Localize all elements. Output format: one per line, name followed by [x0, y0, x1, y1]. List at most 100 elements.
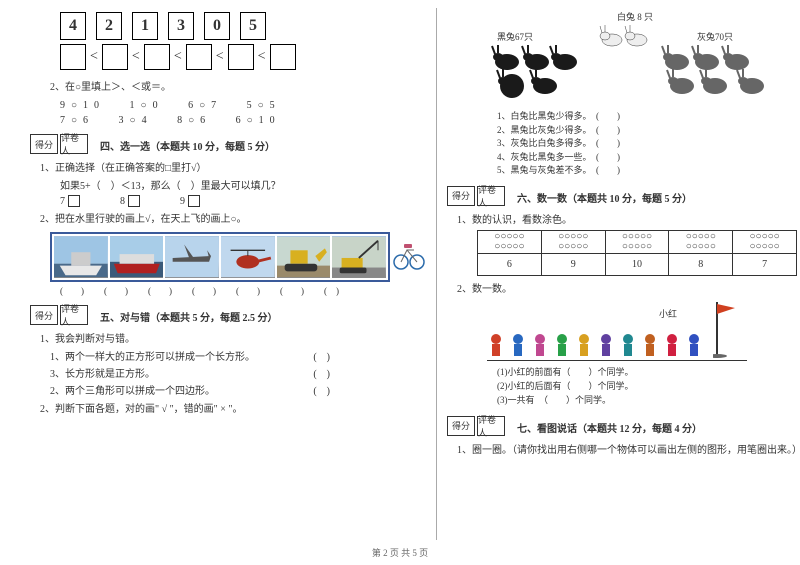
paren[interactable]: ( ): [104, 284, 128, 297]
answer-box[interactable]: [144, 44, 170, 70]
rabbit-q-text: 3、灰兔比白兔多得多。: [497, 138, 587, 148]
grader-label: 评卷人: [477, 186, 505, 206]
paren[interactable]: ( ): [60, 284, 84, 297]
number-card: 2: [96, 12, 122, 40]
kid-icon: [597, 333, 615, 359]
kid-icon: [487, 333, 505, 359]
lt-symbol: <: [132, 49, 140, 65]
circles-cell[interactable]: ○○○○○ ○○○○○: [541, 230, 605, 253]
paren[interactable]: ( ): [313, 348, 330, 363]
answer-box[interactable]: [228, 44, 254, 70]
number-card-row: 4 2 1 3 0 5: [60, 12, 426, 40]
section-6-title: 六、数一数（本题共 10 分，每题 5 分）: [517, 190, 797, 205]
compare-item[interactable]: 9○10: [60, 100, 105, 111]
sec4-q2: 2、把在水里行驶的画上√，在天上飞的画上○。: [40, 210, 426, 225]
ordering-row: < < < < <: [60, 44, 426, 70]
choice-7[interactable]: 7: [60, 195, 80, 207]
compare-row: 9○10 1○0 6○7 5○5: [60, 96, 426, 111]
sec6-q2: 2、数一数。: [457, 280, 797, 295]
students-scene: 小红: [487, 301, 767, 361]
compare-item[interactable]: 6○10: [236, 115, 281, 126]
compare-item[interactable]: 3○4: [119, 115, 153, 126]
count-num: 9: [541, 253, 605, 275]
compare-item[interactable]: 6○7: [188, 100, 222, 111]
tf-text: 2、两个三角形可以拼成一个四边形。: [50, 382, 215, 397]
number-card: 0: [204, 12, 230, 40]
kid-icon: [641, 333, 659, 359]
choice-label: 7: [60, 196, 65, 207]
kid-icon: [531, 333, 549, 359]
tf-text: 3、长方形就是正方形。: [50, 365, 155, 380]
paren[interactable]: ( ): [280, 284, 304, 297]
answer-box[interactable]: [102, 44, 128, 70]
rabbit-questions: 1、白兔比黑兔少得多。 ( ) 2、黑兔比灰兔少得多。 ( ) 3、灰兔比白兔多…: [447, 110, 797, 178]
lt-symbol: <: [90, 49, 98, 65]
gray-rabbit-icon: [657, 44, 777, 104]
checkbox-icon[interactable]: [128, 195, 140, 207]
choice-row: 7 8 9: [60, 195, 426, 207]
compare-item[interactable]: 5○5: [247, 100, 281, 111]
paren[interactable]: ( ): [192, 284, 216, 297]
tf-item: 3、长方形就是正方形。 ( ): [50, 365, 330, 380]
circles-cell[interactable]: ○○○○○ ○○○○○: [733, 230, 797, 253]
compare-item[interactable]: 8○6: [177, 115, 211, 126]
answer-paren-row: ( ) ( ) ( ) ( ) ( ) ( ) ( ): [60, 284, 426, 297]
compare-item[interactable]: 7○6: [60, 115, 94, 126]
number-card: 4: [60, 12, 86, 40]
number-card: 1: [132, 12, 158, 40]
grader-label: 评卷人: [477, 416, 505, 436]
checkbox-icon[interactable]: [188, 195, 200, 207]
cargo-ship-image[interactable]: [110, 236, 164, 278]
tf-item: 2、两个三角形可以拼成一个四边形。 ( ): [50, 382, 330, 397]
answer-box[interactable]: [270, 44, 296, 70]
section-7-title: 七、看图说话（本题共 12 分，每题 4 分）: [517, 420, 797, 435]
fill-q3: (3)一共有 （ ）个同学。: [497, 393, 797, 407]
lt-symbol: <: [216, 49, 224, 65]
bulldozer-image[interactable]: [277, 236, 331, 278]
tf-item: 1、两个一样大的正方形可以拼成一个长方形。 ( ): [50, 348, 330, 363]
lt-symbol: <: [174, 49, 182, 65]
ship-image[interactable]: [54, 236, 108, 278]
number-card: 3: [168, 12, 194, 40]
count-num: 10: [605, 253, 669, 275]
choice-8[interactable]: 8: [120, 195, 140, 207]
kid-icon: [509, 333, 527, 359]
sec4-q1b: 如果5+（ ）＜13，那么（ ）里最大可以填几？: [60, 177, 426, 192]
paren[interactable]: ( ): [324, 284, 339, 297]
circles-cell[interactable]: ○○○○○ ○○○○○: [605, 230, 669, 253]
gray-rabbit-label: 灰兔70只: [697, 30, 733, 43]
grader-label: 评卷人: [60, 134, 88, 154]
rabbit-q-text: 1、白兔比黑兔少得多。: [497, 111, 587, 121]
rabbit-q-text: 4、灰兔比黑兔多一些。: [497, 152, 587, 162]
paren[interactable]: ( ): [236, 284, 260, 297]
kid-icon: [619, 333, 637, 359]
circles-cell[interactable]: ○○○○○ ○○○○○: [478, 230, 542, 253]
tf-text: 1、两个一样大的正方形可以拼成一个长方形。: [50, 348, 255, 363]
paren[interactable]: ( ): [148, 284, 172, 297]
section-5-title: 五、对与错（本题共 5 分，每题 2.5 分）: [100, 309, 426, 324]
white-rabbit-icon: [597, 20, 657, 50]
compare-item[interactable]: 1○0: [130, 100, 164, 111]
circles-cell[interactable]: ○○○○○ ○○○○○: [669, 230, 733, 253]
airplane-image[interactable]: [165, 236, 219, 278]
count-num: 8: [669, 253, 733, 275]
count-num: 6: [478, 253, 542, 275]
score-label: 得分: [447, 186, 475, 206]
paren[interactable]: ( ): [313, 365, 330, 380]
count-table: ○○○○○ ○○○○○ ○○○○○ ○○○○○ ○○○○○ ○○○○○ ○○○○…: [477, 230, 797, 276]
score-label: 得分: [447, 416, 475, 436]
bicycle-icon: [392, 238, 426, 275]
choice-9[interactable]: 9: [180, 195, 200, 207]
fill-q1: (1)小红的前面有（ ）个同学。: [497, 365, 797, 379]
black-rabbit-label: 黑兔67只: [497, 30, 533, 43]
answer-box[interactable]: [60, 44, 86, 70]
count-num: 7: [733, 253, 797, 275]
q2-title: 2、在○里填上＞、＜或＝。: [50, 78, 426, 93]
crane-image[interactable]: [332, 236, 386, 278]
answer-box[interactable]: [186, 44, 212, 70]
sec7-q1: 1、圈一圈。（请你找出用右侧哪一个物体可以画出左侧的图形，用笔圈出来。）: [457, 441, 797, 456]
paren[interactable]: ( ): [313, 382, 330, 397]
helicopter-image[interactable]: [221, 236, 275, 278]
checkbox-icon[interactable]: [68, 195, 80, 207]
choice-label: 9: [180, 196, 185, 207]
